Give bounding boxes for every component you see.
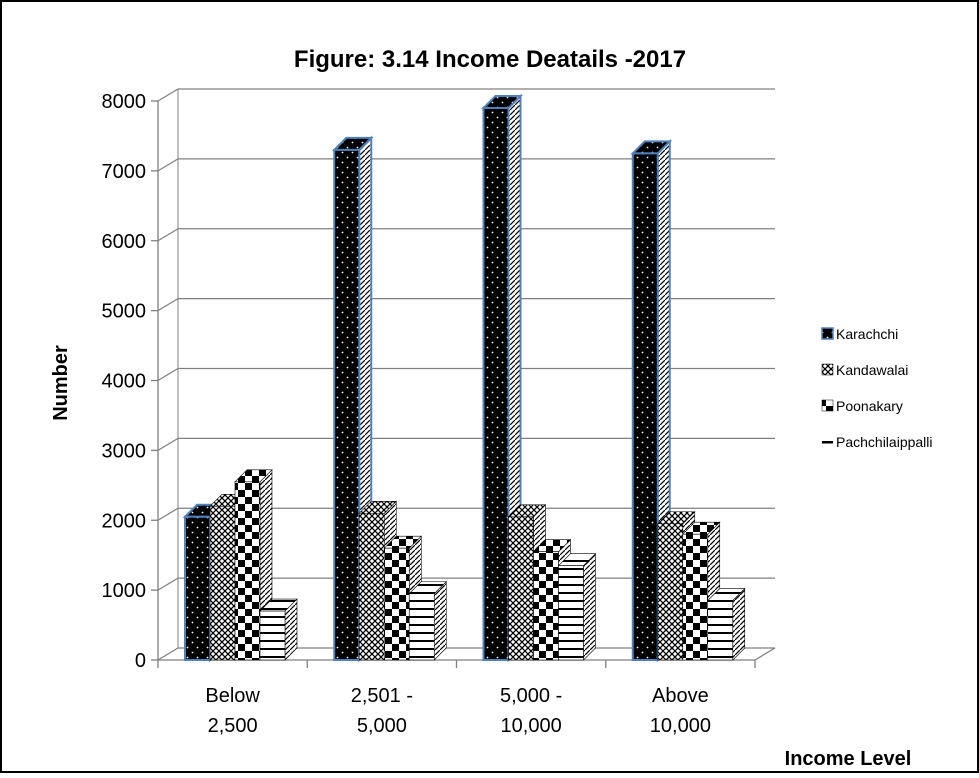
x-tick-label: 5,000 -: [500, 685, 562, 707]
legend: Karachchi Kandawalai Poonakary Pachchilaipp…: [821, 326, 933, 450]
legend-swatch: [821, 363, 834, 376]
bar-front: [408, 593, 435, 661]
bar: [331, 135, 374, 663]
legend-item: Pachchilaippalli: [822, 434, 933, 450]
tick-labels: 0 1000 2000 3000 4000 5000 6000 7000 8000 Below 2,…: [102, 91, 711, 737]
y-tick-label: 7000: [102, 161, 147, 183]
legend-item: Kandawalai: [821, 362, 908, 378]
bar-front: [707, 600, 734, 661]
bar-side: [433, 580, 447, 661]
gridline-depth: [157, 437, 179, 451]
bar-front: [682, 533, 709, 661]
y-axis-label: Number: [50, 345, 72, 421]
bar-front: [508, 516, 534, 661]
bar-front: [358, 512, 385, 661]
x-tick-label: 2,501 -: [351, 685, 413, 707]
bar-front: [383, 547, 410, 661]
legend-item: Poonakary: [821, 398, 903, 414]
bar: [707, 587, 746, 661]
legend-swatch: [821, 327, 834, 340]
bar-front: [209, 505, 236, 661]
x-tick-label: 5,000: [357, 715, 407, 737]
legend-label: Kandawalai: [836, 362, 908, 378]
y-tick-label: 2000: [102, 510, 147, 532]
bar: [557, 552, 597, 661]
bar-front: [184, 515, 211, 661]
x-axis-label: Income Level: [785, 748, 912, 770]
gridline-depth: [157, 228, 179, 242]
x-tick-label: 10,000: [650, 715, 711, 737]
legend-label: Pachchilaippalli: [836, 434, 933, 450]
x-tick-label: Below: [205, 685, 260, 707]
y-tick-label: 5000: [102, 301, 147, 323]
bar-side: [732, 587, 746, 661]
bar-front: [533, 551, 559, 661]
bar-front: [333, 148, 361, 661]
y-tick-label: 3000: [102, 440, 147, 462]
gridline-depth: [157, 367, 179, 382]
x-tick-label: 2,500: [208, 715, 258, 737]
floor-right-edge: [754, 647, 776, 661]
bar: [408, 580, 447, 661]
legend-swatch: [822, 441, 833, 444]
bars: [182, 93, 746, 663]
chart-title: Figure: 3.14 Income Deatails -2017: [294, 46, 686, 73]
legend-item: Karachchi: [821, 326, 898, 342]
gridline-depth: [157, 647, 179, 661]
y-tick-label: 8000: [102, 91, 147, 113]
gridline-depth: [157, 507, 179, 521]
gridline-depth: [157, 577, 179, 591]
y-tick-label: 6000: [102, 231, 147, 253]
x-tick-label: 10,000: [501, 715, 562, 737]
bar-front: [558, 565, 584, 661]
bar-front: [259, 610, 286, 661]
legend-swatch: [821, 399, 834, 412]
bar-front: [657, 523, 684, 661]
gridline-depth: [157, 88, 179, 102]
gridline-depth: [157, 298, 179, 312]
legend-label: Karachchi: [836, 326, 898, 342]
legend-label: Poonakary: [836, 398, 903, 414]
gridline-depth: [157, 158, 179, 172]
y-tick-label: 4000: [102, 371, 147, 393]
x-tick-label: Above: [652, 685, 709, 707]
y-tick-label: 0: [135, 650, 146, 672]
y-tick-label: 1000: [102, 580, 147, 602]
bar-front: [631, 152, 659, 661]
bar-front: [482, 106, 510, 662]
bar: [259, 598, 298, 661]
bar-front: [234, 481, 261, 661]
bar-side: [583, 552, 596, 661]
